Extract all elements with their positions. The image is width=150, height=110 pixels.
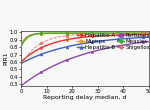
Y-axis label: PIR1: PIR1 <box>3 51 8 65</box>
Legend: Hepatitis A, Mumps, Hepatitis B, Pertussis, Measles, Shigellosis: Hepatitis A, Mumps, Hepatitis B, Pertuss… <box>77 33 150 50</box>
X-axis label: Reporting delay median, d: Reporting delay median, d <box>43 95 126 100</box>
